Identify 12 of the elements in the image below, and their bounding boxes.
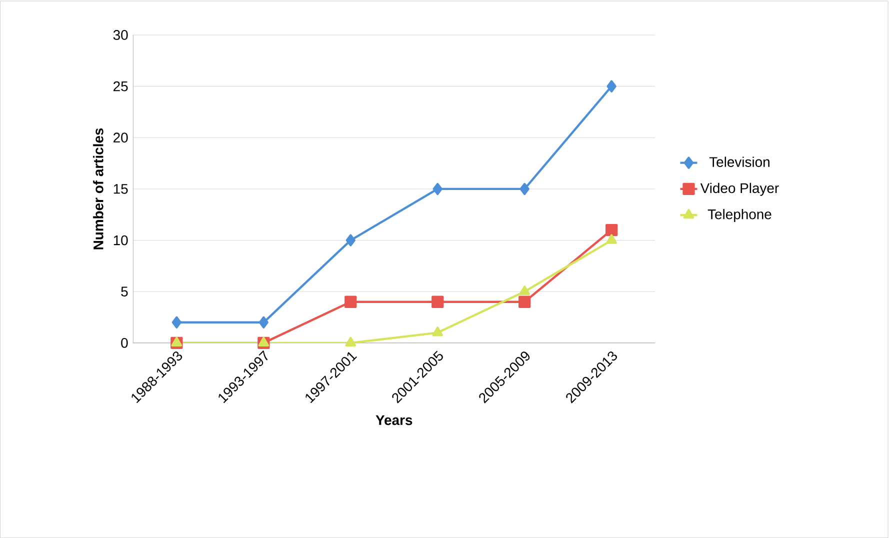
y-tick-label: 25	[114, 81, 128, 92]
legend-label: Video Player	[700, 182, 779, 196]
legend-label: Telephone	[708, 208, 772, 222]
y-tick-label: 15	[114, 184, 128, 194]
y-tick-label: 30	[113, 30, 128, 40]
y-tick-label: 10	[114, 235, 128, 246]
y-tick-label: 20	[114, 132, 128, 143]
legend-label: Television	[709, 156, 770, 167]
y-tick-label: 0	[121, 338, 128, 348]
y-axis-title: Number of articles	[93, 128, 104, 250]
x-axis-title: Years	[376, 415, 412, 426]
y-tick-label: 5	[121, 286, 128, 296]
